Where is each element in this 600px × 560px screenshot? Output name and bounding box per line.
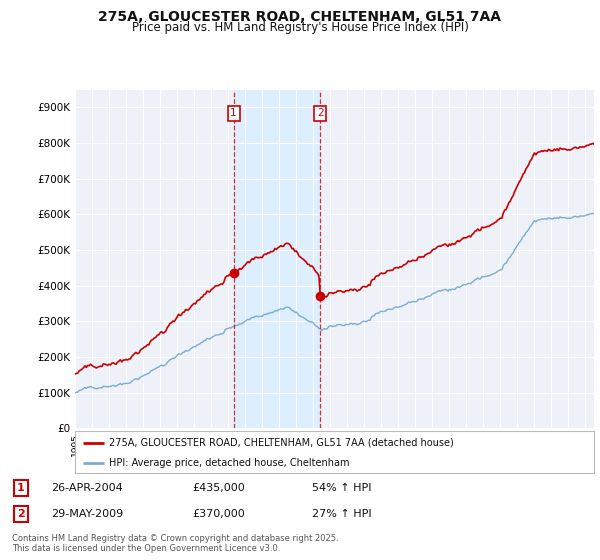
Text: Price paid vs. HM Land Registry's House Price Index (HPI): Price paid vs. HM Land Registry's House …: [131, 21, 469, 34]
Text: £370,000: £370,000: [192, 509, 245, 519]
Text: Contains HM Land Registry data © Crown copyright and database right 2025.
This d: Contains HM Land Registry data © Crown c…: [12, 534, 338, 553]
Text: £435,000: £435,000: [192, 483, 245, 493]
Text: 26-APR-2004: 26-APR-2004: [51, 483, 123, 493]
Text: 2: 2: [317, 108, 323, 118]
Text: 275A, GLOUCESTER ROAD, CHELTENHAM, GL51 7AA: 275A, GLOUCESTER ROAD, CHELTENHAM, GL51 …: [98, 10, 502, 24]
Text: 1: 1: [17, 483, 25, 493]
Bar: [233, 90, 320, 428]
Text: 1: 1: [230, 108, 237, 118]
Text: 27% ↑ HPI: 27% ↑ HPI: [312, 509, 371, 519]
Text: 29-MAY-2009: 29-MAY-2009: [51, 509, 123, 519]
Text: 275A, GLOUCESTER ROAD, CHELTENHAM, GL51 7AA (detached house): 275A, GLOUCESTER ROAD, CHELTENHAM, GL51 …: [109, 437, 454, 447]
Text: HPI: Average price, detached house, Cheltenham: HPI: Average price, detached house, Chel…: [109, 458, 349, 468]
Text: 2: 2: [17, 509, 25, 519]
Text: 54% ↑ HPI: 54% ↑ HPI: [312, 483, 371, 493]
